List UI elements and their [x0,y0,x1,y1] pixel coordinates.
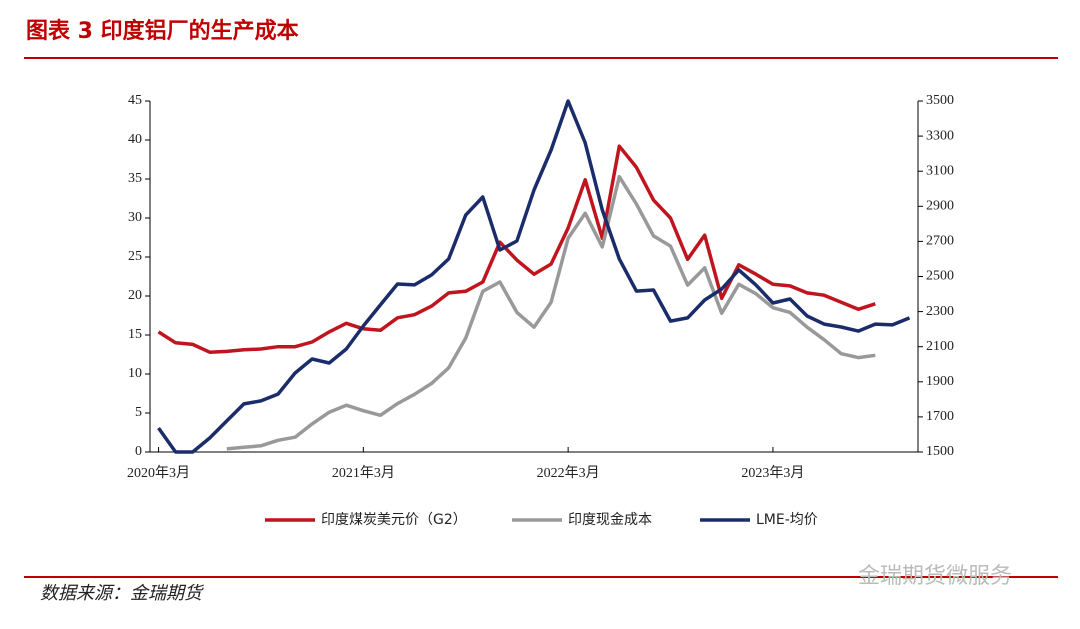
y-tick-label: 40 [128,132,142,147]
y2-tick-label: 1500 [926,444,954,459]
legend-label: 印度现金成本 [568,512,652,528]
legend-label: 印度煤炭美元价（G2） [321,512,467,528]
chart-title: 图表 3 印度铝厂的生产成本 [26,18,299,44]
y-tick-label: 5 [135,405,142,420]
y2-tick-label: 3500 [926,93,954,108]
y-tick-label: 10 [128,366,142,381]
y-tick-label: 0 [135,444,142,459]
watermark: 金瑞期货微服务 [858,564,1012,589]
y2-tick-label: 1900 [926,374,954,389]
x-tick-label: 2023年3月 [741,465,804,481]
y2-tick-label: 2100 [926,339,954,354]
y-tick-label: 45 [128,93,142,108]
y2-tick-label: 2500 [926,269,954,284]
legend-label: LME-均价 [756,512,818,528]
y2-tick-label: 2700 [926,234,954,249]
y2-tick-label: 3300 [926,128,954,143]
y2-tick-label: 2900 [926,199,954,214]
source-note: 数据来源：金瑞期货 [40,583,205,604]
y-tick-label: 20 [128,288,142,303]
x-tick-label: 2022年3月 [537,465,600,481]
y-tick-label: 15 [128,327,142,342]
y-tick-label: 35 [128,171,142,186]
series-line [157,144,876,354]
y2-tick-label: 1700 [926,409,954,424]
x-tick-label: 2021年3月 [332,465,395,481]
series-line [157,99,911,454]
y-tick-label: 25 [128,249,142,264]
y2-tick-label: 3100 [926,163,954,178]
x-tick-label: 2020年3月 [127,465,190,481]
y2-tick-label: 2300 [926,304,954,319]
y-tick-label: 30 [128,210,142,225]
series-line [226,174,876,451]
